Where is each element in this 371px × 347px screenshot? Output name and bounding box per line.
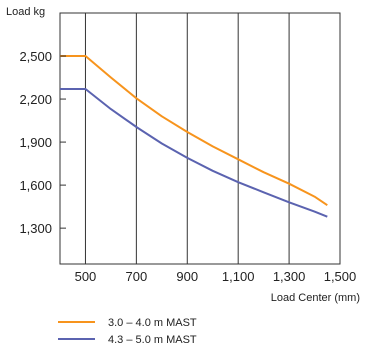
plot-frame (59, 12, 341, 265)
x-tick-label: 500 (75, 269, 97, 284)
x-axis-title: Load Center (mm) (271, 292, 360, 304)
y-tick-label: 1,900 (19, 135, 52, 150)
y-tick-label: 2,200 (19, 92, 52, 107)
legend: 3.0 – 4.0 m MAST 4.3 – 5.0 m MAST (58, 317, 197, 346)
x-tick-label: 1,300 (273, 269, 306, 284)
x-tick-label: 700 (126, 269, 148, 284)
legend-label: 3.0 – 4.0 m MAST (108, 317, 197, 329)
y-tick-label: 1,300 (19, 221, 52, 236)
x-tick-labels: 500 700 900 1,100 1,300 1,500 (75, 269, 357, 284)
x-tick-label: 1,500 (324, 269, 357, 284)
y-axis-title: Load kg (6, 6, 45, 18)
x-tick-label: 1,100 (222, 269, 255, 284)
series-line-1 (60, 55, 328, 207)
series-line-2 (60, 88, 328, 218)
legend-label: 4.3 – 5.0 m MAST (108, 334, 197, 346)
y-tick-label: 1,600 (19, 178, 52, 193)
y-tick-labels: 2,500 2,200 1,900 1,600 1,300 (19, 49, 66, 236)
y-tick-label: 2,500 (19, 49, 52, 64)
x-tick-label: 900 (176, 269, 198, 284)
series-lines (60, 55, 328, 218)
grid-lines (84, 13, 341, 264)
